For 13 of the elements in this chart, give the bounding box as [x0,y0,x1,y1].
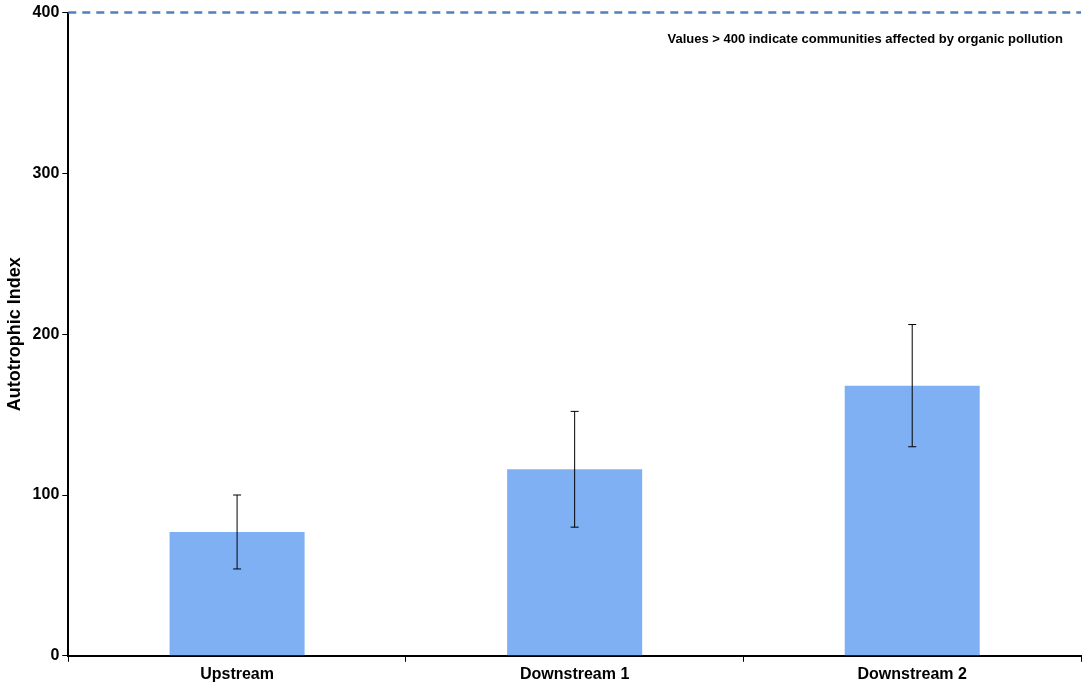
ref-line-label: Values > 400 indicate communities affected by organic pollution [667,30,1064,46]
y-axis-title: Autotrophic Index [3,257,24,412]
x-tick-label: Upstream [200,664,274,682]
y-tick-label: 0 [50,646,60,664]
y-tick-label: 400 [32,3,60,21]
x-tick-label: Downstream 1 [519,664,630,682]
y-tick-label: 200 [32,324,60,342]
bar [507,469,643,656]
bar [169,531,305,656]
x-tick-label: Downstream 2 [857,664,967,682]
bar [844,385,980,656]
y-tick-label: 300 [32,163,60,181]
y-tick-label: 100 [32,485,60,503]
